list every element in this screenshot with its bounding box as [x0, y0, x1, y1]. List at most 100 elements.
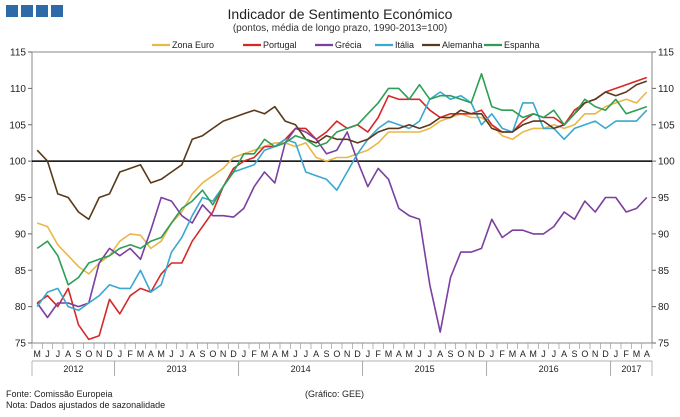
- x-tick-label: M: [385, 349, 393, 359]
- x-tick-label: D: [230, 349, 237, 359]
- x-tick-label: N: [592, 349, 599, 359]
- x-tick-label: M: [281, 349, 289, 359]
- x-tick-label: M: [405, 349, 413, 359]
- x-tick-label: M: [261, 349, 269, 359]
- x-tick-label: M: [157, 349, 165, 359]
- x-tick-label: D: [478, 349, 485, 359]
- x-tick-label: J: [417, 349, 422, 359]
- axes: 75 75 80 80 85 85 90 90 95 95 100 100 105 105 110 110 11…: [9, 48, 675, 376]
- x-tick-label: J: [118, 349, 123, 359]
- x-tick-label: J: [541, 349, 546, 359]
- year-label: 2017: [621, 364, 641, 374]
- y-tick-label-left: 110: [10, 84, 26, 95]
- series-line-portugal: [36, 76, 648, 341]
- x-tick-label: J: [428, 349, 433, 359]
- year-label: 2016: [539, 364, 559, 374]
- x-tick-label: A: [520, 349, 526, 359]
- x-tick-label: J: [180, 349, 185, 359]
- x-tick-label: O: [209, 349, 216, 359]
- x-tick-label: S: [447, 349, 453, 359]
- chart-plot-area: [31, 51, 653, 344]
- legend-label: Alemanha: [442, 40, 483, 50]
- x-tick-label: A: [65, 349, 71, 359]
- y-tick-label-right: 105: [658, 120, 675, 131]
- y-tick-label-left: 95: [15, 193, 27, 204]
- logo-square: [6, 5, 18, 17]
- x-tick-label: J: [56, 349, 61, 359]
- logo: [6, 5, 63, 17]
- series-line-espanha: [36, 73, 648, 286]
- x-tick-label: J: [169, 349, 174, 359]
- x-tick-label: M: [509, 349, 517, 359]
- y-tick-label-right: 75: [658, 339, 670, 350]
- legend-label: Grécia: [335, 40, 362, 50]
- y-tick-label-right: 110: [658, 84, 674, 95]
- chart-subtitle: (pontos, média de longo prazo, 1990-2013…: [232, 23, 448, 34]
- source-note: Fonte: Comissão Europeia: [6, 389, 113, 399]
- x-tick-label: N: [344, 349, 351, 359]
- x-tick-label: D: [106, 349, 113, 359]
- y-tick-label-right: 100: [658, 157, 675, 168]
- x-tick-label: J: [304, 349, 309, 359]
- y-tick-label-left: 90: [15, 229, 27, 240]
- x-tick-label: O: [85, 349, 92, 359]
- x-tick-label: A: [272, 349, 278, 359]
- x-tick-label: D: [354, 349, 361, 359]
- chart-credit: (Gráfico: GEE): [305, 389, 365, 399]
- x-tick-label: S: [323, 349, 329, 359]
- y-tick-label-right: 80: [658, 302, 670, 313]
- logo-square: [21, 5, 33, 17]
- y-tick-label-left: 85: [15, 266, 27, 277]
- x-tick-label: J: [490, 349, 495, 359]
- y-tick-label-left: 105: [9, 120, 26, 131]
- x-tick-label: M: [633, 349, 641, 359]
- x-tick-label: A: [561, 349, 567, 359]
- x-tick-label: J: [293, 349, 298, 359]
- year-label: 2013: [167, 364, 187, 374]
- y-tick-label-left: 80: [15, 302, 27, 313]
- x-tick-label: F: [127, 349, 133, 359]
- x-tick-label: F: [251, 349, 257, 359]
- x-tick-label: J: [45, 349, 50, 359]
- x-tick-label: S: [75, 349, 81, 359]
- x-tick-label: A: [396, 349, 402, 359]
- x-tick-label: S: [571, 349, 577, 359]
- x-tick-label: O: [457, 349, 464, 359]
- year-label: 2014: [291, 364, 311, 374]
- series-line-alemanha: [36, 80, 648, 221]
- x-tick-label: A: [437, 349, 443, 359]
- series-line-itália: [36, 91, 648, 312]
- legend: Zona Euro Portugal Grécia Itália Alemanha Esp…: [152, 40, 540, 50]
- adjustment-note: Nota: Dados ajustados de sazonalidade: [6, 400, 166, 410]
- x-tick-label: F: [499, 349, 505, 359]
- year-label: 2012: [63, 364, 83, 374]
- y-tick-label-left: 115: [10, 48, 26, 59]
- x-tick-label: J: [242, 349, 247, 359]
- y-tick-label-left: 100: [9, 157, 26, 168]
- x-tick-label: N: [96, 349, 103, 359]
- x-tick-label: M: [529, 349, 537, 359]
- x-tick-label: J: [366, 349, 371, 359]
- y-tick-label-right: 90: [658, 229, 670, 240]
- x-tick-label: J: [614, 349, 619, 359]
- legend-label: Itália: [395, 40, 414, 50]
- year-label: 2015: [415, 364, 435, 374]
- series-line-grécia: [36, 127, 648, 333]
- legend-label: Portugal: [263, 40, 297, 50]
- x-tick-label: A: [148, 349, 154, 359]
- series-group: [36, 73, 648, 341]
- y-tick-label-right: 85: [658, 266, 670, 277]
- logo-square: [36, 5, 48, 17]
- x-tick-label: J: [552, 349, 557, 359]
- legend-label: Espanha: [504, 40, 540, 50]
- chart-title: Indicador de Sentimento Económico: [227, 6, 453, 22]
- x-tick-label: M: [33, 349, 41, 359]
- x-tick-label: S: [199, 349, 205, 359]
- y-tick-label-right: 115: [658, 48, 674, 59]
- x-tick-label: M: [137, 349, 145, 359]
- y-tick-label-right: 95: [658, 193, 670, 204]
- x-tick-label: N: [220, 349, 227, 359]
- logo-square: [51, 5, 63, 17]
- x-tick-label: A: [189, 349, 195, 359]
